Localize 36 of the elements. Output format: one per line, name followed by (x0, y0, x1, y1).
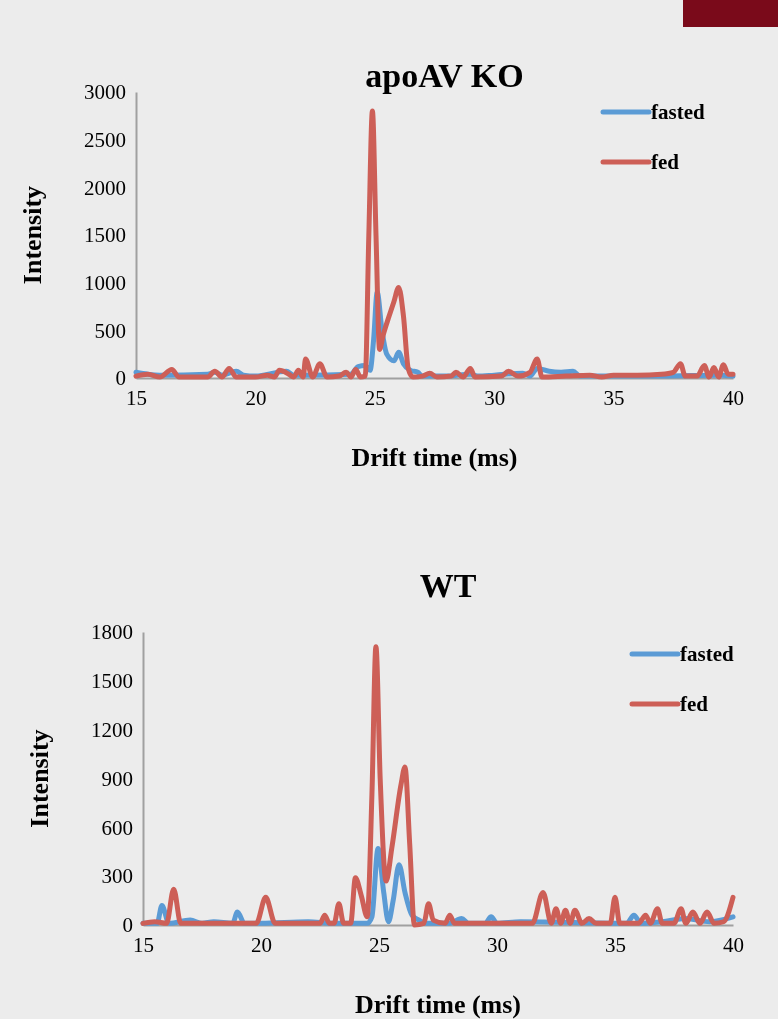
x-tick-label: 25 (364, 385, 386, 410)
y-tick-label: 900 (101, 766, 133, 791)
y-tick-label: 0 (115, 366, 126, 391)
x-tick-label: 40 (723, 385, 744, 410)
y-tick-label: 1500 (84, 223, 126, 248)
y-tick-label: 1000 (84, 270, 126, 295)
x-tick-label: 15 (126, 385, 147, 410)
x-axis-title: Drift time (ms) (354, 990, 522, 1019)
y-tick-label: 1200 (91, 717, 133, 742)
y-tick-label: 500 (94, 318, 126, 343)
legend-label: fasted (651, 100, 705, 124)
x-tick-label: 35 (603, 385, 625, 410)
x-tick-label: 30 (484, 385, 506, 410)
y-tick-label: 0 (122, 913, 133, 938)
y-axis-title: Intensity (18, 185, 47, 285)
x-tick-label: 30 (487, 932, 508, 957)
x-tick-label: 20 (251, 932, 272, 957)
legend-label: fed (680, 692, 709, 716)
chart-title: WT (419, 567, 477, 604)
y-tick-label: 2500 (84, 127, 126, 152)
y-tick-label: 1500 (91, 669, 133, 694)
y-tick-label: 2000 (84, 175, 126, 200)
chart-title: apoAV KO (365, 57, 524, 94)
x-tick-label: 25 (369, 932, 390, 957)
y-axis-title: Intensity (25, 729, 54, 828)
x-tick-label: 20 (245, 385, 267, 410)
x-tick-label: 35 (605, 932, 626, 957)
legend-label: fed (651, 150, 680, 174)
x-axis-title: Drift time (ms) (351, 443, 518, 472)
y-tick-label: 600 (101, 815, 133, 840)
legend-label: fasted (680, 642, 734, 666)
x-tick-label: 40 (723, 932, 744, 957)
y-tick-label: 300 (101, 864, 133, 889)
x-tick-label: 15 (133, 932, 154, 957)
y-tick-label: 1800 (91, 620, 133, 645)
y-tick-label: 3000 (84, 80, 126, 105)
